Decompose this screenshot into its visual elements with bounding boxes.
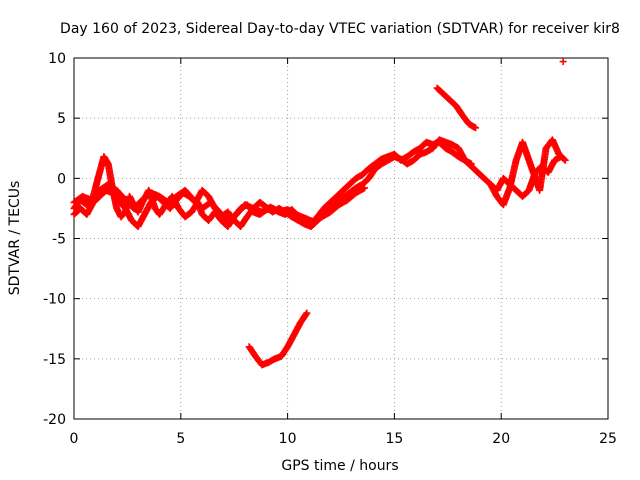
- data-point: [559, 58, 567, 66]
- series-track-e: [245, 309, 311, 369]
- y-tick-label: 0: [57, 171, 66, 187]
- x-tick-label: 25: [599, 431, 617, 447]
- chart-title: Day 160 of 2023, Sidereal Day-to-day VTE…: [60, 21, 620, 37]
- y-tick-label: 10: [48, 51, 66, 67]
- series-track-c: [70, 180, 368, 226]
- y-axis-label: SDTVAR / TECUs: [7, 181, 23, 296]
- data-point: [360, 184, 368, 192]
- x-tick-label: 10: [279, 431, 297, 447]
- data-point: [472, 124, 480, 132]
- x-axis-label: GPS time / hours: [281, 458, 398, 474]
- series-track-f: [433, 84, 480, 132]
- data-point: [561, 156, 569, 164]
- y-tick-label: -15: [43, 352, 66, 368]
- data-point: [303, 309, 311, 317]
- x-tick-label: 5: [176, 431, 185, 447]
- y-tick-label: -20: [43, 412, 66, 428]
- y-tick-label: -10: [43, 292, 66, 308]
- series-track-g: [559, 58, 567, 66]
- data-points: [70, 58, 569, 369]
- x-tick-label: 20: [492, 431, 510, 447]
- grid: [74, 58, 608, 419]
- y-tick-label: 5: [57, 111, 66, 127]
- ticks: 0 5 10 15 20 25 -20 -15 -10 -5 0 5 10: [43, 51, 617, 447]
- x-tick-label: 0: [70, 431, 79, 447]
- y-tick-label: -5: [52, 232, 66, 248]
- data-point: [560, 155, 568, 163]
- data-point: [302, 310, 310, 318]
- series-track-d: [487, 136, 569, 209]
- x-tick-label: 15: [385, 431, 403, 447]
